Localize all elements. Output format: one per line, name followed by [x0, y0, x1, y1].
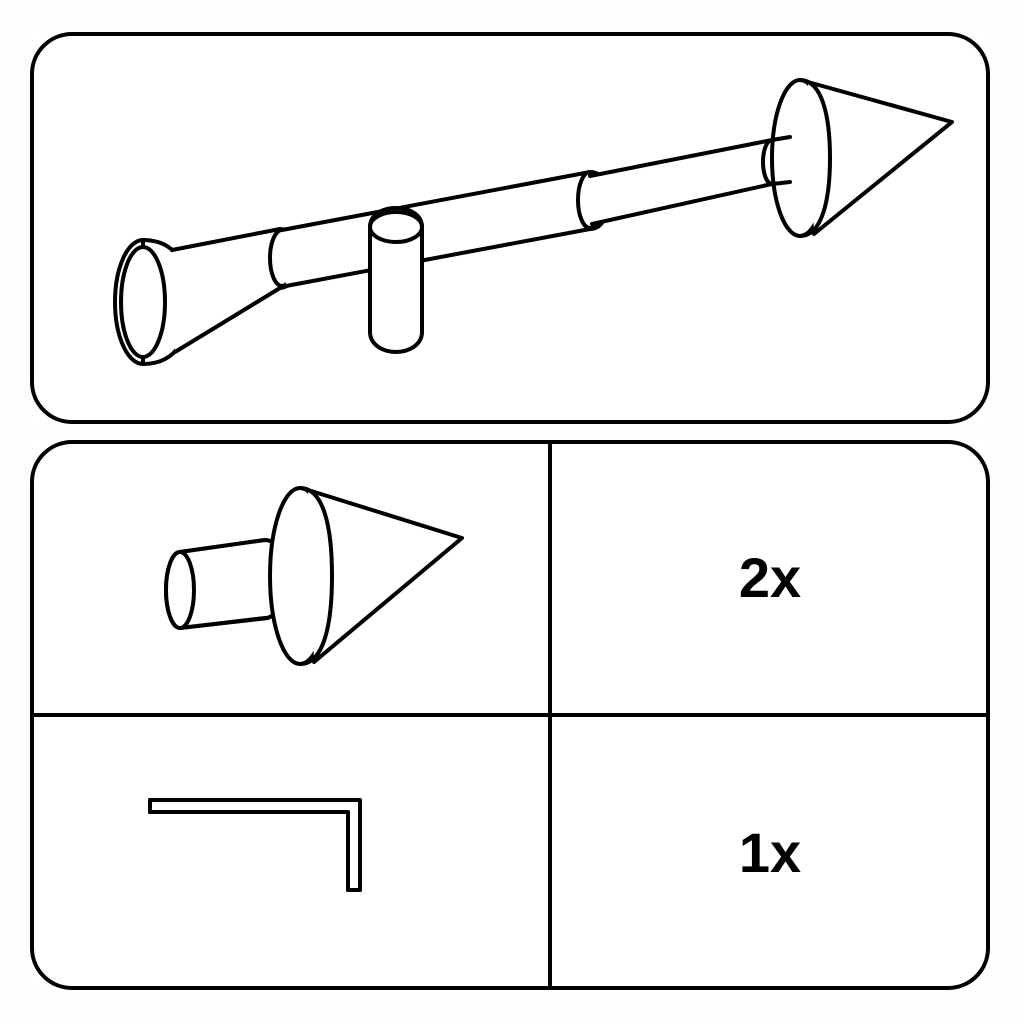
- part-hexkey-qty-cell: 1x: [550, 715, 990, 990]
- parts-panel: 2x 1x: [30, 440, 990, 990]
- instruction-page: 2x 1x: [0, 0, 1024, 1024]
- part-hexkey-illustration: [30, 715, 550, 990]
- assembly-illustration: [30, 32, 990, 424]
- part-finial-qty-cell: 2x: [550, 440, 990, 715]
- part-hexkey-qty: 1x: [739, 820, 801, 885]
- assembly-panel: [30, 32, 990, 424]
- part-finial-illustration: [30, 440, 550, 715]
- part-finial-qty: 2x: [739, 545, 801, 610]
